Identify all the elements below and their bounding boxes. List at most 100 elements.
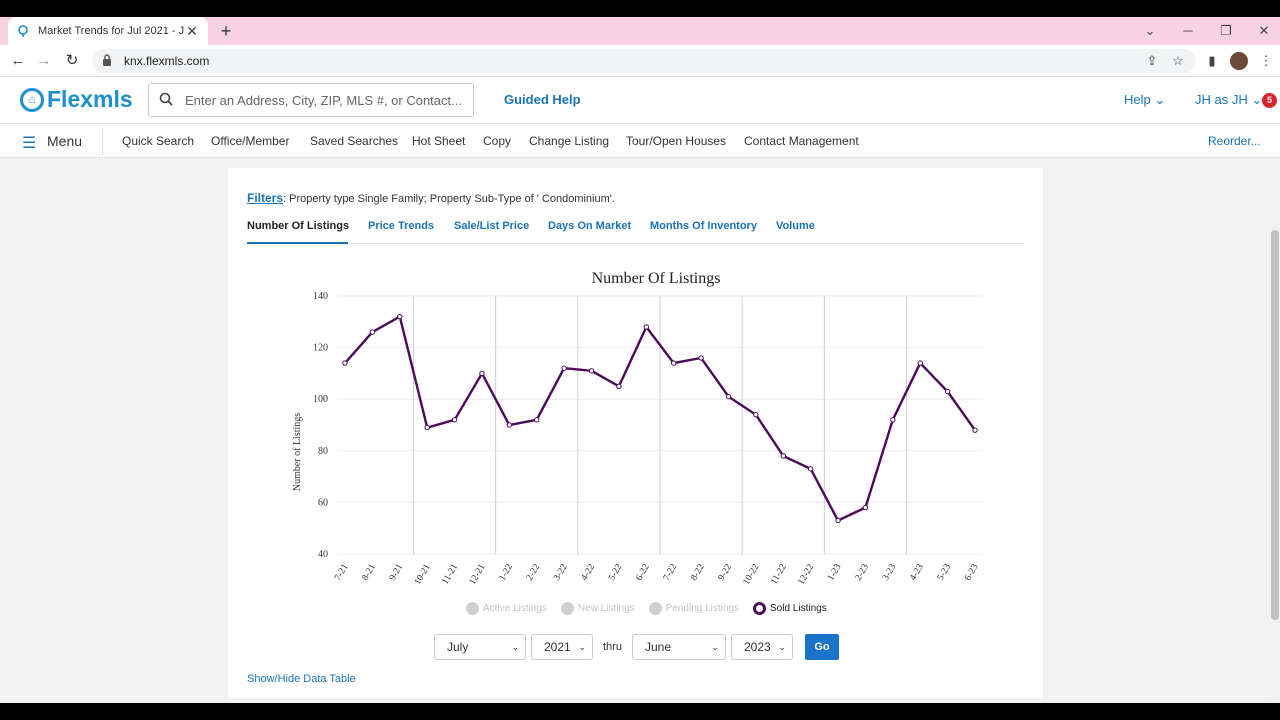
menu-item-tour-open-houses[interactable]: Tour/Open Houses [626,134,727,148]
legend-dot [560,602,574,615]
to-year-value: 2023 [743,640,771,654]
x-tick-label: 8-22 [689,562,706,582]
filters-text: : Property type Single Family; Property … [283,193,615,205]
side-panel-icon[interactable]: ▮ [1208,53,1216,68]
menu-item-hot-sheet[interactable]: Hot Sheet [412,134,466,148]
url-text: knx.flexmls.com [124,54,210,68]
search-input[interactable]: Enter an Address, City, ZIP, MLS #, or C… [148,83,474,117]
guided-help-link[interactable]: Guided Help [504,92,581,107]
tab-sale-list-price[interactable]: Sale/List Price [454,220,530,232]
filters-summary: Filters: Property type Single Family; Pr… [247,191,615,205]
forward-icon[interactable]: → [36,52,52,69]
series-line-sold-listings [344,314,976,523]
data-point [561,365,567,371]
help-dropdown[interactable]: Help ⌄ [1124,92,1165,108]
legend-item-active-listings[interactable]: Active Listings [466,602,547,615]
bookmark-star-icon[interactable]: ☆ [1172,53,1184,68]
reload-icon[interactable]: ↻ [65,52,79,69]
y-tick-label: 60 [318,497,328,508]
from-year-select[interactable]: 2021 ⌄ [531,634,593,660]
x-tick-label: 10-21 [413,562,433,586]
legend-dot [753,602,767,615]
legend-label: Sold Listings [770,603,827,614]
data-point [424,424,430,431]
to-month-select[interactable]: June ⌄ [631,634,726,660]
app-header: ⌂ Flexmls Enter an Address, City, ZIP, M… [0,77,1280,124]
tab-number-of-listings[interactable]: Number Of Listings [247,220,350,232]
legend-item-new-listings[interactable]: New Listings [560,602,635,615]
data-point [397,313,403,320]
tab-price-trends[interactable]: Price Trends [368,220,435,232]
listings-line-chart: Number Of Listings Number of Listings 40… [292,270,983,587]
legend-item-pending-listings[interactable]: Pending Listings [648,602,740,615]
x-tick-label: 6-22 [635,562,652,582]
minimize-icon[interactable]: ─ [1183,23,1193,38]
menu-button[interactable]: Menu [47,133,83,149]
flexmls-logo[interactable]: ⌂ Flexmls [20,86,133,113]
tab-months-of-inventory[interactable]: Months Of Inventory [650,220,757,232]
x-tick-label: 2-22 [525,562,542,582]
profile-avatar[interactable] [1230,52,1248,70]
data-point [890,417,896,423]
bottom-black-bar [0,703,1280,720]
menu-item-contact-management[interactable]: Contact Management [744,134,859,148]
menu-item-copy[interactable]: Copy [483,134,512,148]
menu-item-saved-searches[interactable]: Saved Searches [310,134,399,148]
show-hide-data-table-link[interactable]: Show/Hide Data Table [247,673,356,685]
active-tab-indicator [247,242,348,244]
scrollbar-thumb[interactable] [1271,230,1279,620]
search-placeholder: Enter an Address, City, ZIP, MLS #, or C… [185,92,462,108]
browser-tab[interactable]: Market Trends for Jul 2021 - Jun ✕ [8,17,208,45]
data-point [670,360,677,366]
year-divider-lines [412,296,908,554]
x-tick-label: 7-22 [662,562,679,582]
user-dropdown[interactable]: JH as JH ⌄ [1195,92,1262,108]
x-tick-label: 11-22 [769,562,789,586]
data-point [616,383,622,390]
y-tick-label: 120 [313,343,328,354]
reorder-menu-link[interactable]: Reorder... [1208,134,1261,148]
legend-label: New Listings [577,603,635,614]
close-window-icon[interactable]: ✕ [1258,23,1270,38]
legend-dot [466,602,479,615]
series-points-sold-listings [342,313,978,524]
y-tick-label: 140 [313,291,328,302]
chevron-down-icon: ⌄ [711,641,719,652]
x-tick-label: 8-21 [361,562,378,582]
legend-label: Pending Listings [665,603,740,614]
share-icon[interactable]: ⇪ [1146,53,1158,68]
tab-volume[interactable]: Volume [776,220,815,232]
address-bar[interactable]: knx.flexmls.com [92,49,1196,73]
data-point [479,370,485,377]
restore-icon[interactable]: ❐ [1220,23,1232,38]
hamburger-menu-icon[interactable]: ☰ [22,135,37,152]
from-year-value: 2021 [544,640,571,654]
from-month-select[interactable]: July ⌄ [434,634,526,660]
x-tick-label: 5-23 [936,562,953,582]
close-tab-icon[interactable]: ✕ [186,22,198,39]
filters-link[interactable]: Filters [247,191,284,205]
data-point [451,417,458,423]
chevron-down-icon: ⌄ [1154,92,1166,107]
browser-menu-icon[interactable]: ⋮ [1259,53,1273,68]
chevron-down-icon: ⌄ [778,641,786,652]
legend-item-sold-listings[interactable]: Sold Listings [753,602,827,615]
data-point [643,324,650,330]
x-tick-label: 9-21 [388,562,405,582]
back-icon[interactable]: ← [10,52,26,69]
notification-badge[interactable]: 5 [1262,93,1277,108]
tab-days-on-market[interactable]: Days On Market [548,220,632,232]
y-tick-label: 80 [318,446,328,457]
tab-search-chevron-icon[interactable]: ⌄ [1144,23,1156,38]
go-button[interactable]: Go [804,634,839,660]
legend-label: Active Listings [483,603,547,614]
new-tab-button[interactable]: + [220,21,232,41]
to-year-select[interactable]: 2023 ⌄ [730,634,793,660]
menu-item-change-listing[interactable]: Change Listing [529,134,610,148]
x-tick-label: 1-23 [826,562,843,582]
menu-item-quick-search[interactable]: Quick Search [122,134,195,148]
chevron-down-icon: ⌄ [1251,92,1263,107]
menu-item-office-member[interactable]: Office/Member [211,134,290,148]
data-point [972,427,978,433]
